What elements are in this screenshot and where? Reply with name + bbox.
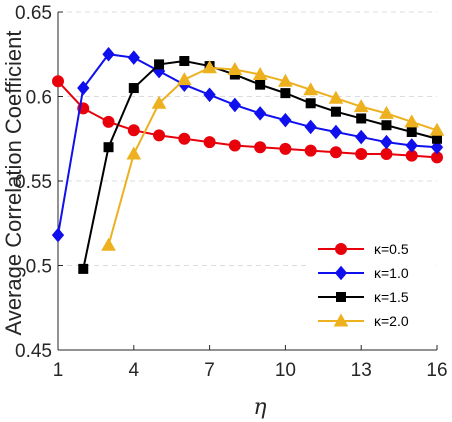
data-point [179,56,190,67]
data-point [178,132,191,145]
axes: 0.45 0.5 0.55 0.6 0.65 1 4 7 10 13 16 [15,3,448,381]
data-point [77,80,90,96]
legend-marker [335,243,347,255]
data-point [279,142,292,155]
data-point [228,139,241,152]
y-axis-label: Average Correlation Coefficient [1,31,26,336]
data-point [127,50,140,65]
data-point [278,73,293,87]
data-point [328,90,344,104]
legend-label: κ=1.0 [374,265,409,281]
data-point [126,146,142,160]
legend-item: κ=1.0 [318,265,409,281]
data-point [153,129,166,142]
y-tick-label: 0.65 [15,3,52,24]
legend-marker [333,313,349,327]
legend-label: κ=2.0 [374,313,409,329]
legend: κ=0.5 κ=1.0 κ=1.5 κ=2.0 [307,233,437,339]
data-point [228,97,242,113]
legend-item: κ=0.5 [318,241,409,257]
data-point [304,119,317,135]
series-3 [78,56,442,274]
series-1 [52,75,443,164]
data-point [227,61,243,75]
data-point [303,82,319,96]
data-point [356,113,367,124]
data-point [429,122,445,136]
y-tick-label: 0.55 [15,172,52,193]
legend-marker [336,292,346,302]
legend-label: κ=1.5 [374,289,409,305]
series-4 [101,60,445,251]
data-point [329,124,343,140]
data-point [304,144,317,157]
data-point [379,105,394,119]
series-line [107,66,438,246]
data-point [355,147,368,160]
data-point [252,67,268,81]
data-point [51,227,65,243]
x-tick-label: 10 [275,360,296,381]
legend-marker [334,265,348,281]
data-point [329,146,342,159]
x-axis-label: η [253,395,266,420]
x-tick-label: 16 [426,360,447,381]
data-point [406,126,417,137]
data-point [151,95,167,109]
data-point [78,263,89,274]
data-point [404,114,420,128]
data-point [353,99,369,113]
x-tick-label: 13 [351,360,372,381]
data-point [176,72,192,86]
data-point [405,138,418,153]
data-point [102,46,115,62]
data-point [202,60,217,74]
data-point [254,141,267,154]
x-tick-label: 1 [53,360,64,381]
series-group [51,46,445,274]
legend-item: κ=1.5 [318,289,409,305]
y-tick-label: 0.5 [26,257,52,278]
data-point [380,134,393,150]
data-point [128,83,139,94]
data-point [355,129,368,145]
x-tick-label: 7 [204,360,215,381]
data-point [330,106,341,117]
data-point [305,98,316,109]
data-point [253,106,267,121]
series-line [57,53,438,236]
legend-label: κ=0.5 [374,241,409,257]
data-point [203,136,216,149]
y-tick-label: 0.6 [26,88,52,109]
data-point [430,139,444,155]
data-point [102,115,115,128]
data-point [279,112,292,128]
data-point [52,75,64,88]
series-line [57,80,438,159]
y-tick-label: 0.45 [15,341,52,362]
data-point [280,88,291,99]
data-point [380,147,393,160]
data-point [154,59,165,70]
data-point [203,87,216,103]
legend-item: κ=2.0 [318,313,409,329]
data-point [381,120,392,131]
data-point [255,79,266,90]
x-tick-label: 4 [129,360,140,381]
data-point [127,124,140,137]
data-point [103,142,114,153]
data-point [101,237,116,251]
